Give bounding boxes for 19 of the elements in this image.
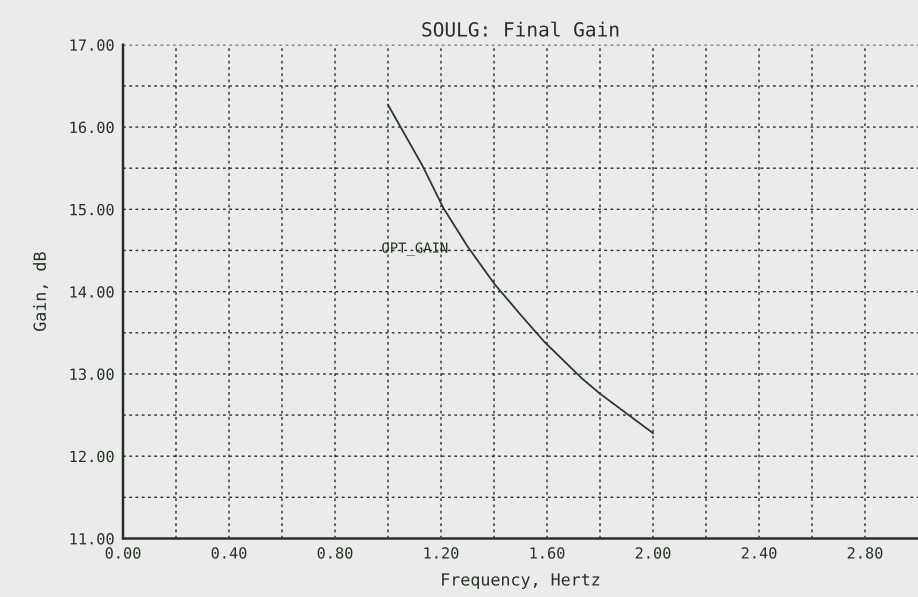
x-tick-label: 1.60 bbox=[530, 547, 564, 559]
x-tick-label: 1.20 bbox=[424, 547, 458, 559]
y-tick-label: 12.00 bbox=[70, 450, 114, 462]
y-tick-label: 17.00 bbox=[70, 39, 114, 51]
x-tick-label: 2.80 bbox=[848, 547, 882, 559]
x-tick-label: 0.40 bbox=[212, 547, 246, 559]
chart-title: SOULG: Final Gain bbox=[422, 22, 618, 37]
y-tick-label: 15.00 bbox=[70, 204, 114, 216]
x-tick-label: 2.40 bbox=[742, 547, 776, 559]
y-axis-title: Gain, dB bbox=[33, 252, 48, 331]
y-tick-label: 14.00 bbox=[70, 286, 114, 298]
series-label: OPT_GAIN bbox=[382, 242, 448, 256]
y-tick-label: 13.00 bbox=[70, 368, 114, 380]
y-tick-label: 11.00 bbox=[70, 533, 114, 545]
x-tick-label: 0.80 bbox=[318, 547, 352, 559]
x-tick-label: 2.00 bbox=[636, 547, 670, 559]
x-tick-label: 0.00 bbox=[106, 547, 140, 559]
x-axis-title: Frequency, Hertz bbox=[442, 573, 600, 590]
y-tick-label: 16.00 bbox=[70, 122, 114, 134]
